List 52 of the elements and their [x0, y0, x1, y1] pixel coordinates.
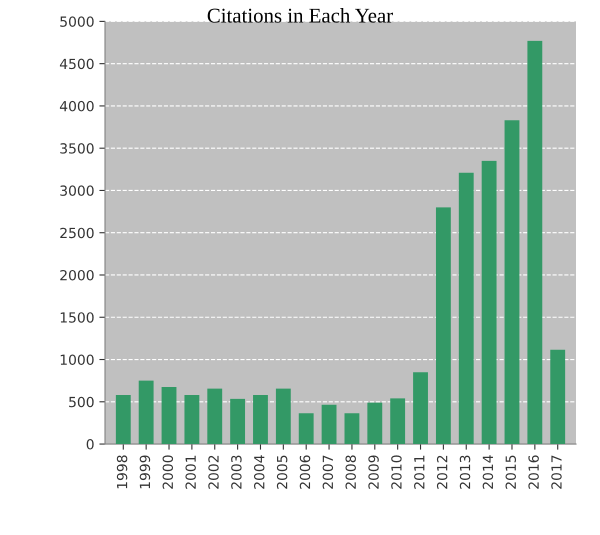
y-tick-label: 4000	[60, 100, 94, 112]
x-tick-label: 1999	[140, 455, 150, 488]
x-tick-label: 2015	[506, 456, 516, 489]
x-tick-label: 2005	[276, 456, 288, 489]
bar	[482, 160, 497, 444]
y-tick-label: 4500	[60, 58, 94, 70]
y-tick-label: 3000	[60, 185, 94, 196]
y-tick-label: 1500	[60, 312, 94, 323]
bar	[390, 398, 406, 444]
x-tick-label: 2012	[436, 456, 448, 489]
bar	[298, 413, 314, 444]
bar	[504, 120, 520, 444]
bar	[458, 172, 474, 444]
x-tick-label: 2017	[551, 456, 562, 489]
x-tick-label: 2014	[482, 455, 494, 489]
x-tick-label: 1998	[116, 455, 128, 488]
bar	[436, 207, 451, 444]
bar	[116, 395, 131, 444]
x-tick-label: 2008	[345, 455, 356, 489]
y-tick-label: 5000	[60, 16, 94, 27]
x-tick-label: 2011	[414, 456, 425, 489]
y-tick-label: 2000	[60, 270, 94, 280]
y-tick-label: 3500	[60, 143, 94, 154]
bar	[367, 402, 382, 444]
chart-title: Citations in Each Year	[208, 8, 393, 23]
x-tick-label: 2006	[300, 455, 310, 489]
bar	[207, 388, 222, 444]
y-tick-label: 500	[69, 396, 94, 408]
bar	[162, 386, 176, 444]
x-tick-label: 2000	[162, 455, 174, 489]
x-tick-label: 2013	[460, 456, 470, 489]
bar	[276, 388, 291, 444]
bar	[230, 398, 246, 444]
x-tick-label: 2001	[185, 456, 196, 489]
x-tick-label: 2009	[368, 455, 379, 489]
x-tick-label: 2007	[322, 456, 334, 489]
x-tick-label: 2010	[391, 455, 402, 489]
x-tick-label: 2002	[208, 456, 219, 489]
bar	[527, 40, 542, 444]
bar	[322, 404, 336, 444]
bar	[550, 350, 566, 444]
bar	[344, 413, 360, 444]
y-tick-label: 2500	[60, 228, 94, 238]
y-tick-label: 0	[86, 439, 94, 450]
bar	[138, 380, 154, 444]
bar	[184, 395, 200, 444]
bar	[253, 395, 268, 444]
x-tick-label: 2003	[231, 456, 242, 489]
bar	[413, 372, 428, 444]
x-tick-label: 2016	[528, 455, 539, 489]
x-tick-label: 2004	[254, 455, 265, 489]
y-tick-label: 1000	[60, 354, 94, 365]
